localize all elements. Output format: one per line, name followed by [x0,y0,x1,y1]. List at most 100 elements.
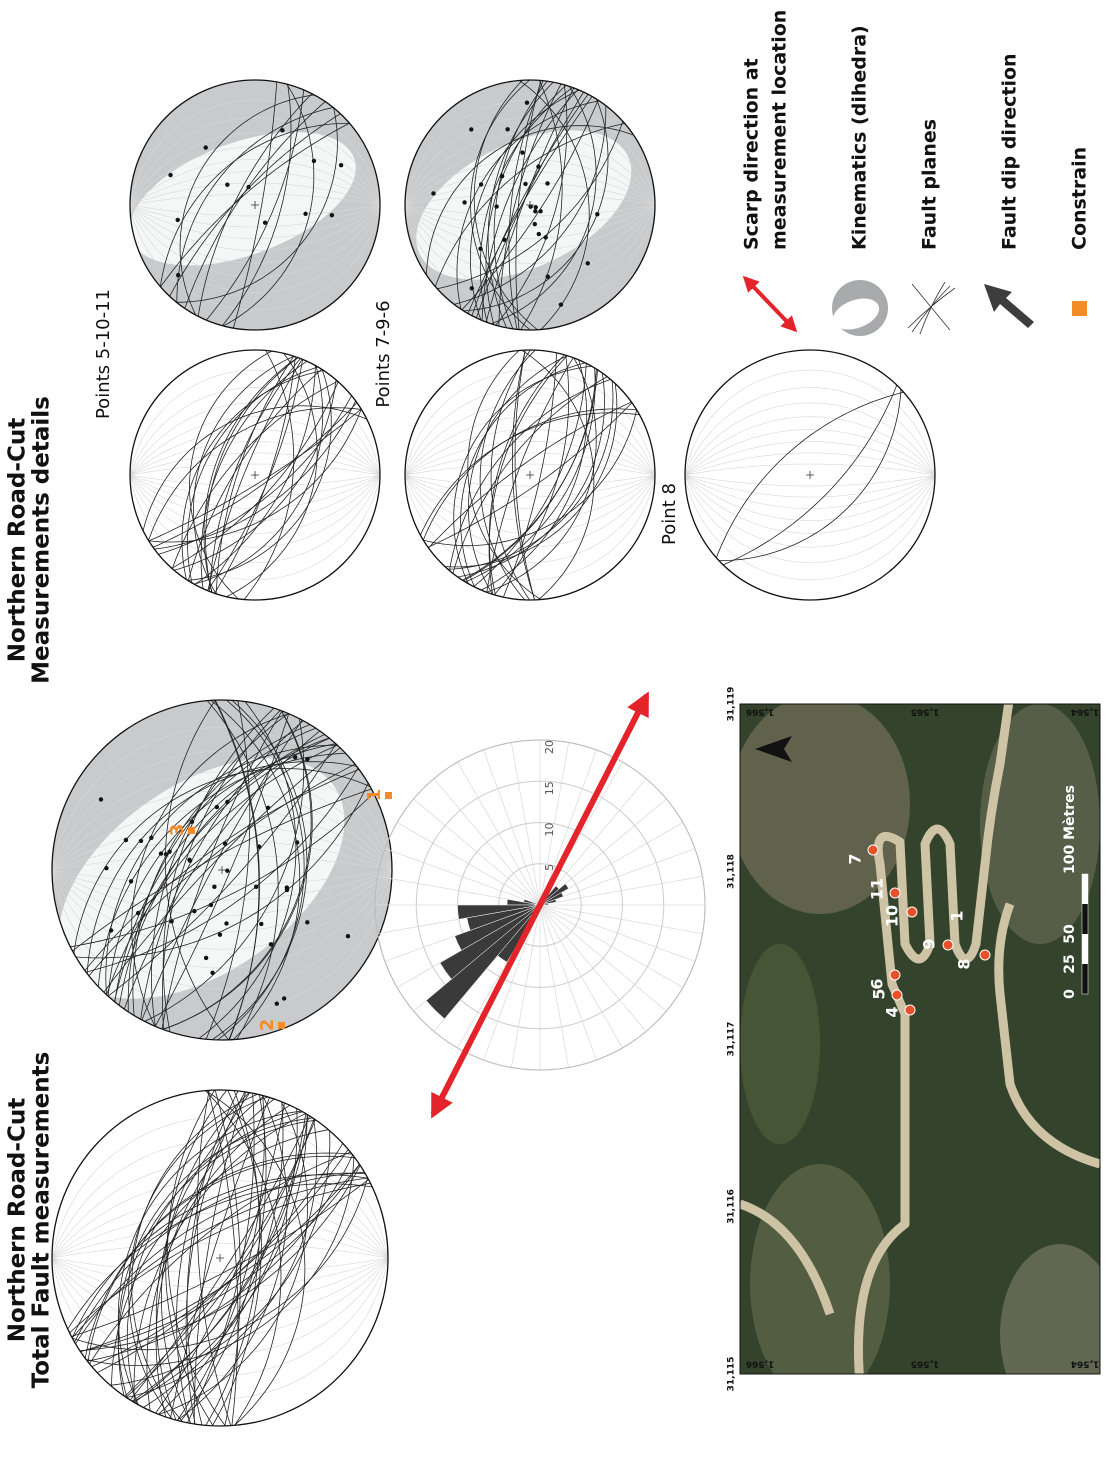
net-grid [405,463,655,476]
net-grid [685,474,935,498]
net-grid [685,429,935,476]
fault-plane [214,700,260,1040]
center-cross [806,471,814,479]
net-grid [52,869,392,933]
legend-kinematics-white [832,298,880,330]
scale-label: 0 [1062,989,1078,999]
scale-bar [1082,934,1088,964]
fault-plane [193,365,324,585]
constraint-label: 3 [167,824,188,837]
fault-plane [86,1156,355,1366]
fault-plane [160,122,350,287]
fault-plane [203,357,299,593]
fault-plane [454,105,607,305]
dihedra-white [130,132,356,266]
site-label: 9 [920,938,939,949]
fault-plane [503,352,557,598]
slip-arrow [128,879,134,884]
site-label: 7 [846,853,865,864]
slip-arrow [345,934,351,939]
fault-plane [487,81,554,328]
net-grid [130,474,380,534]
net-grid [52,1179,388,1259]
net-grid [52,869,392,1013]
fault-plane [226,353,318,598]
fault-plane [150,713,289,1027]
fault-plane [87,1152,353,1362]
constraint-label: 1 [364,789,385,802]
fault-plane [155,1098,275,1418]
net-grid [52,869,392,950]
slip-arrow [545,181,550,186]
fault-plane [114,737,330,1003]
fault-plane [485,87,575,323]
net-grid [405,204,655,217]
primitive [684,349,936,601]
fault-plane [463,98,609,312]
fault-plane [718,389,902,562]
fault-plane [125,1118,315,1398]
net-grid [52,869,392,901]
net-grid [685,369,935,476]
fault-plane [193,355,295,594]
center-cross [251,201,259,209]
map-x-label: 31,117 [727,1022,737,1057]
net-grid [685,474,935,521]
map-x-label: 31,118 [727,854,737,889]
slip-arrow [212,884,217,889]
fault-plane [465,367,596,583]
net-grid [52,869,392,990]
group-label: Points 5-10-11 [93,289,114,419]
fault-plane [75,782,369,959]
fault-plane [141,719,303,1021]
slip-arrow [536,164,541,169]
legend-label: Scarp direction at [741,58,763,250]
fault-plane [481,359,588,591]
slip-arrow [536,231,542,237]
fault-plane [131,713,290,1027]
slip-arrow [558,302,564,307]
road [853,704,1015,1374]
slip-arrow [595,212,600,217]
net-grid [685,474,935,563]
legend-fault-planes [911,285,951,333]
group-label: Point 8 [659,483,680,545]
net-grid [52,1257,388,1273]
net-grid [52,807,392,871]
fault-plane [488,354,565,596]
fault-plane [180,1094,267,1422]
fault-plane [70,792,374,948]
net-grid [130,132,380,206]
net-grid [130,117,380,206]
net-grid [405,182,655,206]
fault-plane [486,357,574,593]
fault-plane [471,94,589,316]
net-grid [52,727,392,871]
net-grid [130,193,380,206]
site-label: 1 [948,910,967,921]
fault-plane [463,369,597,582]
fault-plane [171,381,339,569]
fault-plane [205,700,251,1040]
fault-plane [171,380,338,569]
slip-arrow [259,921,264,927]
fault-plane [114,737,330,1002]
stereonet-body [405,80,655,330]
slip-arrow [533,209,538,214]
slip-arrow [338,162,344,168]
net-grid [685,474,935,581]
map-y-label: 1,566 [746,707,774,717]
fault-plane [193,1091,247,1424]
fault-plane [488,355,568,595]
fault-plane [148,408,362,542]
center-cross [216,1254,224,1262]
slip-arrow [532,221,537,227]
dihedra-white [416,130,632,280]
net-grid [130,452,380,476]
fault-plane [75,1171,365,1345]
fault-plane [209,358,301,592]
slip-arrow [311,158,317,164]
net-grid [405,474,655,487]
fault-plane [80,1164,360,1352]
constraint-label: 2 [257,1019,278,1032]
